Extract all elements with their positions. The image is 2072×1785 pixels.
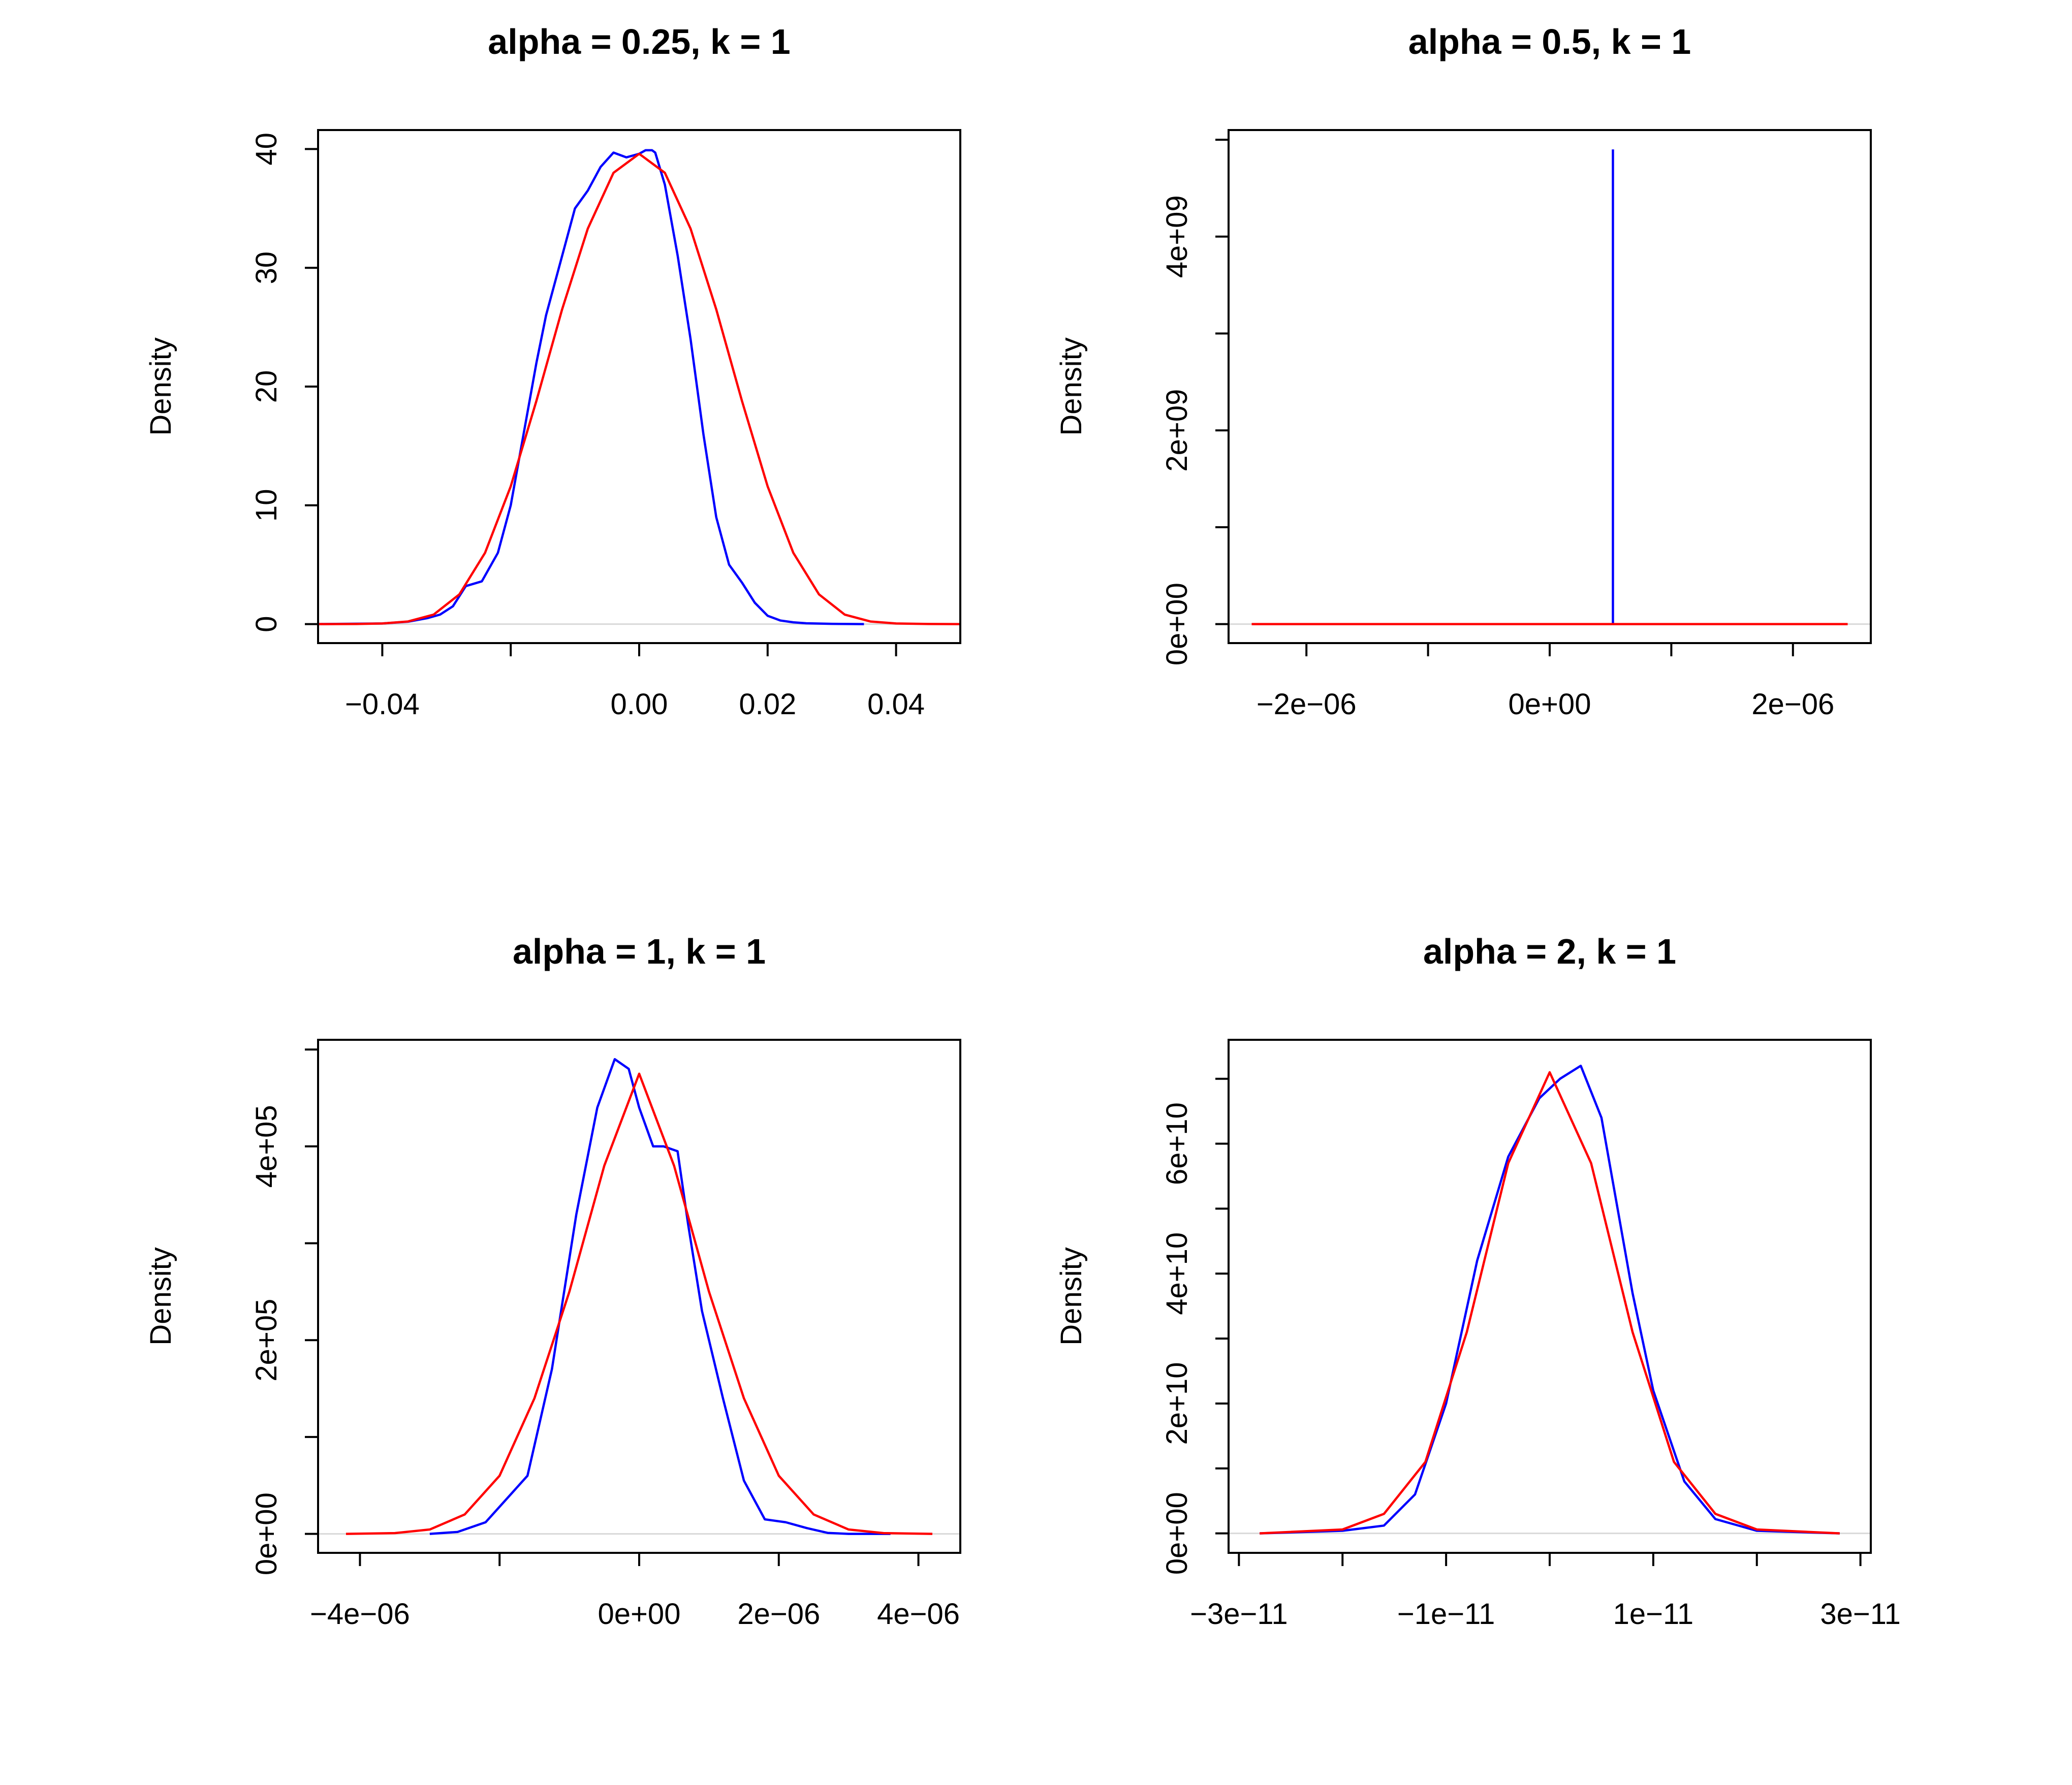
x-tick-label: −4e−06 [310, 1598, 410, 1631]
y-tick-label: 2e+10 [1160, 1362, 1194, 1445]
empirical-density-line [318, 149, 864, 625]
panel-3: alpha = 1, k = 1 −4e−06 0e+00 2e−06 4e−06 0e+… [144, 932, 961, 1631]
plot-frame [317, 129, 961, 644]
y-tick-label: 4e+05 [250, 1105, 283, 1188]
x-tick-label: −2e−06 [1257, 688, 1357, 721]
x-tick-label: 2e−06 [1751, 688, 1834, 721]
panel-2: alpha = 0.5, k = 1 −2e−06 0e+00 2e−06 0e+00 2… [1055, 22, 1872, 721]
x-tick-label: 0e+00 [1509, 688, 1591, 721]
empirical-density-line [429, 1058, 891, 1535]
x-tick-label: 0.04 [867, 688, 925, 721]
x-tick-label: −1e−11 [1397, 1598, 1495, 1631]
x-tick-label: 1e−11 [1613, 1598, 1694, 1631]
x-tick-label: −0.04 [345, 688, 420, 721]
y-tick-label: 20 [250, 370, 283, 403]
y-axis-label: Density [144, 337, 177, 435]
y-tick-label: 0 [250, 616, 283, 632]
x-tick-label: 0e+00 [598, 1598, 681, 1631]
x-tick-label: 2e−06 [737, 1598, 820, 1631]
y-tick-label: 0e+00 [1160, 1492, 1194, 1575]
y-axis-label: Density [1055, 337, 1088, 435]
panel-1: alpha = 0.25, k = 1 −0.04 0.00 0.02 0.04 0 10 2… [144, 22, 961, 721]
y-tick-label: 0e+00 [250, 1492, 283, 1575]
y-tick-label: 10 [250, 489, 283, 522]
x-tick-label: 3e−11 [1820, 1598, 1901, 1631]
y-tick-label: 4e+10 [1160, 1232, 1194, 1315]
y-tick-label: 6e+10 [1160, 1102, 1194, 1185]
plot-frame [317, 1039, 961, 1554]
plot-frame [1228, 129, 1872, 644]
plot-frame [1228, 1039, 1872, 1554]
normal-density-line [318, 152, 960, 625]
normal-density-line [1260, 1071, 1840, 1535]
y-tick-label: 2e+09 [1160, 389, 1194, 472]
y-axis-label: Density [1055, 1247, 1088, 1345]
y-tick-label: 4e+09 [1160, 195, 1194, 278]
y-tick-label: 2e+05 [250, 1299, 283, 1382]
panel-title: alpha = 0.5, k = 1 [1408, 22, 1691, 61]
panel-title: alpha = 1, k = 1 [513, 932, 766, 971]
empirical-density-line [1260, 1064, 1840, 1535]
y-tick-label: 30 [250, 251, 283, 284]
x-tick-label: 0.02 [739, 688, 796, 721]
x-tick-label: −3e−11 [1190, 1598, 1288, 1631]
y-tick-label: 40 [250, 133, 283, 166]
x-tick-label: 0.00 [611, 688, 668, 721]
y-axis-label: Density [144, 1247, 177, 1345]
panel-title: alpha = 0.25, k = 1 [488, 22, 790, 61]
panel-title: alpha = 2, k = 1 [1423, 932, 1676, 971]
panel-4: alpha = 2, k = 1 −3e−11 −1e−11 1e−11 3e−11 0e… [1055, 932, 1901, 1631]
normal-density-line [346, 1072, 933, 1535]
y-tick-label: 0e+00 [1160, 583, 1194, 665]
x-tick-label: 4e−06 [877, 1598, 960, 1631]
